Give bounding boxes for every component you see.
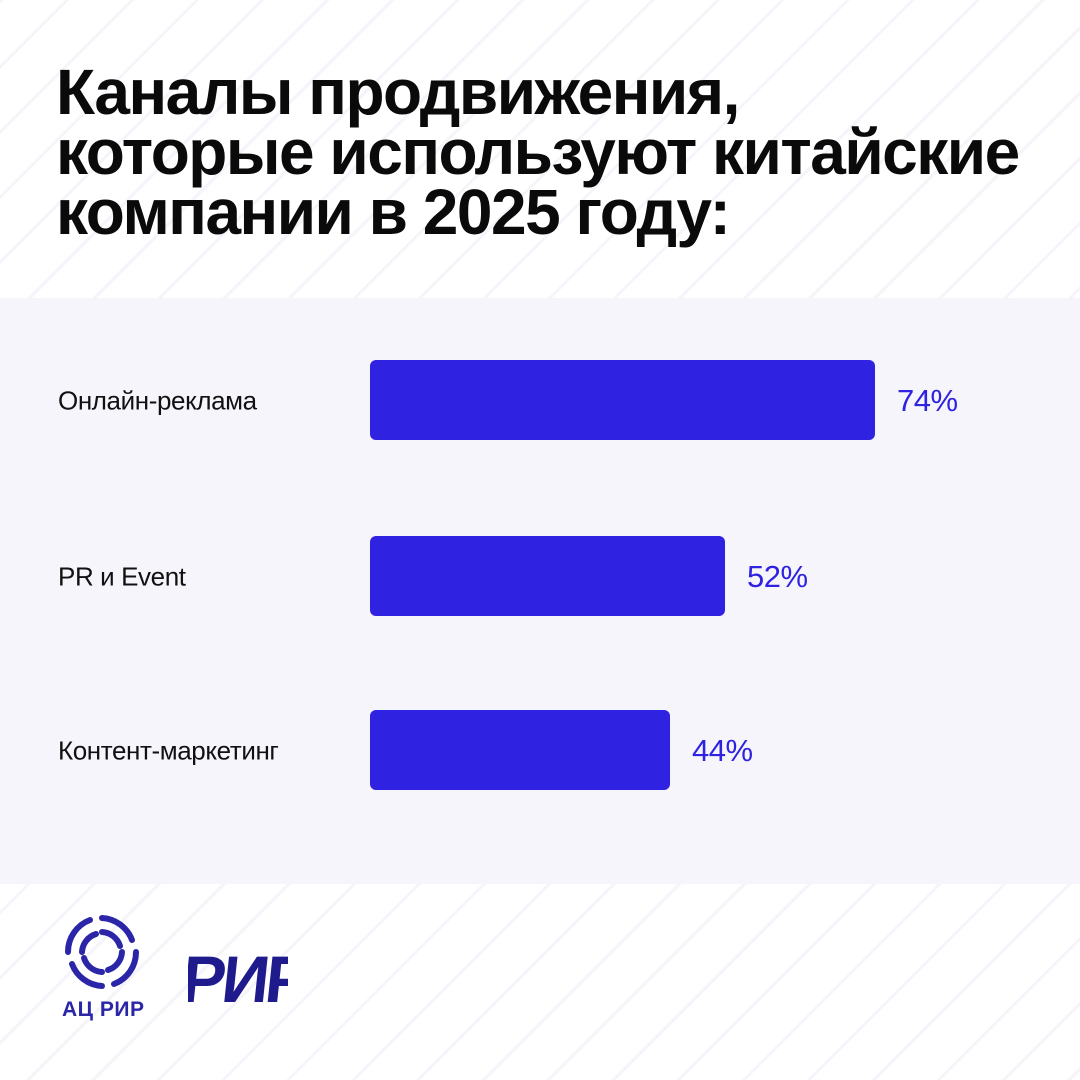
page-title: Каналы продвижения, которые используют к…	[56, 56, 1046, 248]
bar-row: PR и Event 52%	[0, 536, 1080, 618]
category-label: PR и Event	[58, 561, 186, 592]
title-line-3: компании в 2025 году:	[56, 176, 731, 248]
footer: АЦ РИР РИР	[0, 884, 1080, 1080]
acrir-logo-icon	[64, 915, 140, 989]
category-label: Онлайн-реклама	[58, 385, 257, 416]
logo-caption: АЦ РИР	[62, 998, 145, 1021]
value-label: 52%	[747, 559, 808, 594]
value-label: 44%	[692, 733, 753, 768]
bar	[370, 360, 875, 440]
bar-row: Онлайн-реклама 74%	[0, 360, 1080, 442]
title-line-1: Каналы продвижения,	[56, 56, 740, 128]
category-label: Контент-маркетинг	[58, 735, 279, 766]
bar	[370, 710, 670, 790]
bar	[370, 536, 725, 616]
chart-panel: Онлайн-реклама 74% PR и Event 52% Контен…	[0, 298, 1080, 884]
value-label: 74%	[897, 383, 958, 418]
bar-row: Контент-маркетинг 44%	[0, 710, 1080, 792]
svg-text:РИР: РИР	[188, 943, 288, 1017]
rir-logo-icon: РИР	[188, 943, 288, 1017]
title-line-2: которые используют китайские	[56, 116, 1020, 188]
